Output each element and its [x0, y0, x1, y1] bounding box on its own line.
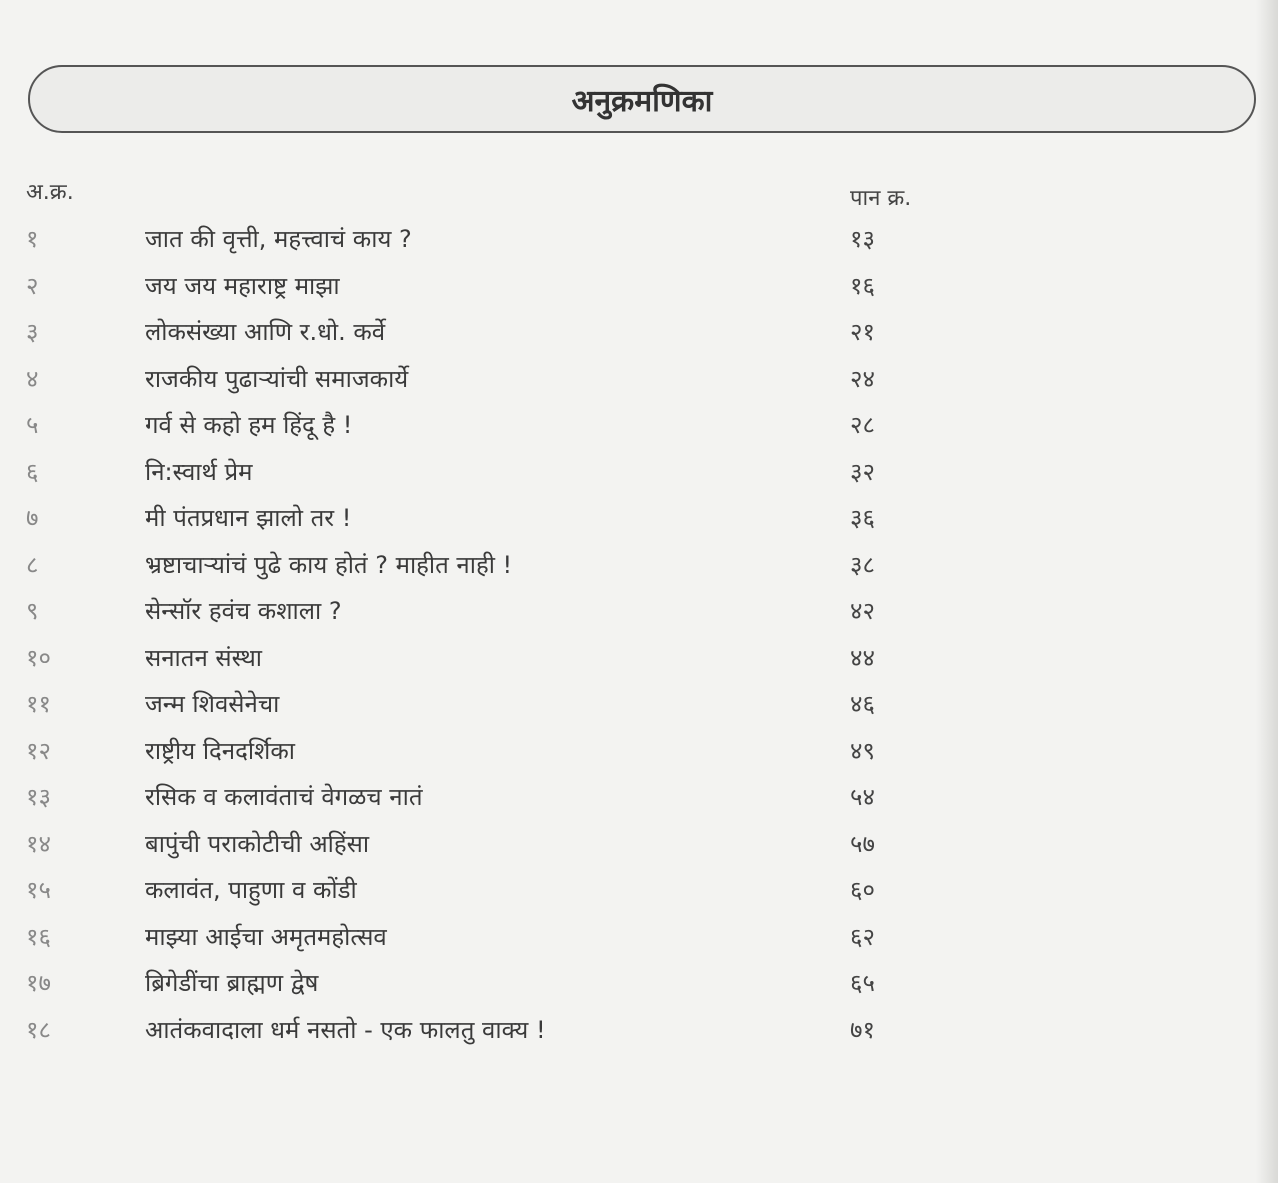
entry-title: जय जय महाराष्ट्र माझा [145, 271, 340, 300]
entry-number: ५ [26, 411, 39, 439]
entry-number: ११ [26, 690, 51, 718]
entry-page: २८ [850, 411, 875, 439]
entry-title: जात की वृत्ती, महत्त्वाचं काय ? [145, 225, 412, 253]
toc-entry: १० सनातन संस्था ४४ [0, 641, 1278, 681]
toc-entry: १२ राष्ट्रीय दिनदर्शिका ४९ [0, 734, 1278, 774]
entry-page: ३६ [850, 504, 875, 532]
entry-page: ४२ [850, 597, 875, 625]
toc-entry: १५ कलावंत, पाहुणा व कोंडी ६० [0, 873, 1278, 913]
entry-title: सनातन संस्था [145, 643, 263, 672]
entry-title: मी पंतप्रधान झालो तर ! [145, 504, 352, 532]
entry-number: १७ [26, 969, 51, 997]
toc-entry: १४ बापुंची पराकोटीची अहिंसा ५७ [0, 827, 1278, 867]
entry-page: २४ [850, 364, 875, 393]
entry-page: ५७ [850, 829, 875, 858]
entry-title: आतंकवादाला धर्म नसतो - एक फालतु वाक्य ! [145, 1015, 546, 1044]
entry-title: ब्रिगेडींचा ब्राह्मण द्वेष [145, 969, 319, 997]
entry-number: २ [26, 271, 39, 300]
entry-page: ६२ [850, 922, 875, 951]
entry-number: १८ [26, 1015, 51, 1044]
entry-title: गर्व से कहो हम हिंदू है ! [145, 411, 353, 439]
toc-entry: १३ रसिक व कलावंताचं वेगळच नातं ५४ [0, 780, 1278, 820]
entry-number: १५ [26, 876, 51, 904]
entry-number: ४ [26, 364, 39, 393]
entry-page: ३८ [850, 550, 875, 579]
entry-number: ९ [26, 597, 39, 625]
entry-page: ५४ [850, 783, 875, 811]
toc-entry: १७ ब्रिगेडींचा ब्राह्मण द्वेष ६५ [0, 966, 1278, 1006]
entry-number: १६ [26, 922, 51, 951]
entry-number: ६ [26, 457, 39, 486]
entry-page: ३२ [850, 457, 875, 486]
entry-number: ८ [26, 550, 39, 579]
entry-page: ६५ [850, 969, 875, 997]
toc-entry: १ जात की वृत्ती, महत्त्वाचं काय ? १३ [0, 222, 1278, 262]
entry-title: कलावंत, पाहुणा व कोंडी [145, 876, 357, 904]
toc-entry: ५ गर्व से कहो हम हिंदू है ! २८ [0, 408, 1278, 448]
entry-page: १३ [850, 225, 875, 253]
entry-page: ४६ [850, 690, 875, 718]
toc-entry: ८ भ्रष्टाचाऱ्यांचं पुढे काय होतं ? माहीत … [0, 548, 1278, 588]
entry-page: ४९ [850, 736, 875, 765]
entry-title: रसिक व कलावंताचं वेगळच नातं [145, 783, 423, 811]
toc-entry: ११ जन्म शिवसेनेचा ४६ [0, 687, 1278, 727]
entry-title: नि:स्वार्थ प्रेम [145, 457, 253, 486]
entry-number: १ [26, 225, 39, 253]
entry-page: २१ [850, 318, 875, 346]
serial-column-header: अ.क्र. [26, 180, 74, 205]
toc-entry: ७ मी पंतप्रधान झालो तर ! ३६ [0, 501, 1278, 541]
entry-number: १४ [26, 829, 51, 858]
page-column-header: पान क्र. [850, 186, 912, 211]
title-banner: अनुक्रमणिका [28, 65, 1256, 133]
entry-page: ४४ [850, 643, 875, 672]
entry-page: ७१ [850, 1015, 875, 1044]
entry-title: राजकीय पुढाऱ्यांची समाजकार्ये [145, 364, 409, 393]
entry-number: ३ [26, 318, 39, 346]
entry-page: ६० [850, 876, 875, 904]
entry-title: राष्ट्रीय दिनदर्शिका [145, 736, 296, 765]
entry-number: ७ [26, 504, 39, 532]
toc-entry: १६ माझ्या आईचा अमृतमहोत्सव ६२ [0, 920, 1278, 960]
entry-number: १२ [26, 736, 51, 765]
toc-entry: १८ आतंकवादाला धर्म नसतो - एक फालतु वाक्य … [0, 1013, 1278, 1053]
entry-number: १० [26, 643, 51, 672]
entry-number: १३ [26, 783, 51, 811]
entry-title: माझ्या आईचा अमृतमहोत्सव [145, 922, 387, 951]
toc-entry: ६ नि:स्वार्थ प्रेम ३२ [0, 455, 1278, 495]
toc-entry: ४ राजकीय पुढाऱ्यांची समाजकार्ये २४ [0, 362, 1278, 402]
entry-title: सेन्सॉर हवंच कशाला ? [145, 597, 342, 625]
toc-entry: २ जय जय महाराष्ट्र माझा १६ [0, 269, 1278, 309]
toc-entry: ९ सेन्सॉर हवंच कशाला ? ४२ [0, 594, 1278, 634]
page-edge-shadow [1256, 0, 1278, 1183]
toc-entry: ३ लोकसंख्या आणि र.धो. कर्वे २१ [0, 315, 1278, 355]
entry-title: लोकसंख्या आणि र.धो. कर्वे [145, 318, 386, 346]
entry-title: जन्म शिवसेनेचा [145, 690, 280, 718]
entry-title: भ्रष्टाचाऱ्यांचं पुढे काय होतं ? माहीत न… [145, 550, 513, 579]
entry-title: बापुंची पराकोटीची अहिंसा [145, 829, 370, 858]
page-title: अनुक्रमणिका [571, 84, 713, 119]
entry-page: १६ [850, 271, 875, 300]
